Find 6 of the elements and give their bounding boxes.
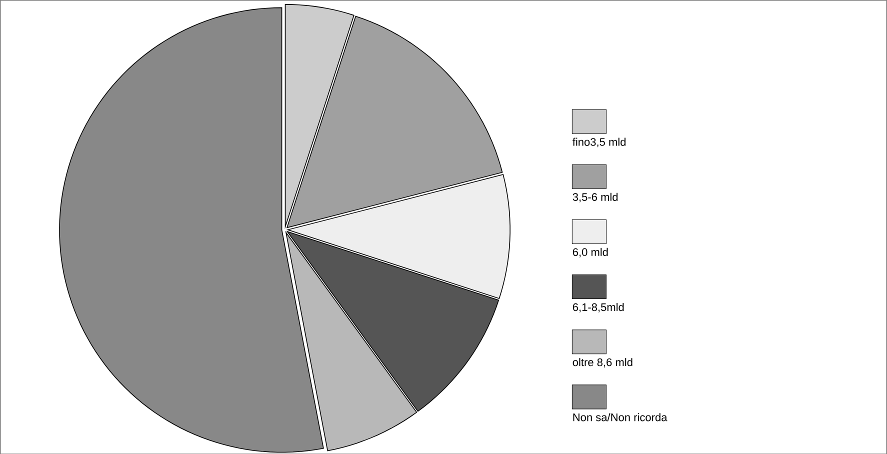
legend-label: 6,1-8,5mld <box>572 302 624 312</box>
legend-label: oltre 8,6 mld <box>572 358 632 368</box>
legend-label: Non sa/Non ricorda <box>573 412 668 422</box>
legend-label: 3,5-6 mld <box>572 192 618 202</box>
legend-label: fino3,5 mld <box>572 138 626 147</box>
legend-label: 6,0 mld <box>572 248 608 258</box>
